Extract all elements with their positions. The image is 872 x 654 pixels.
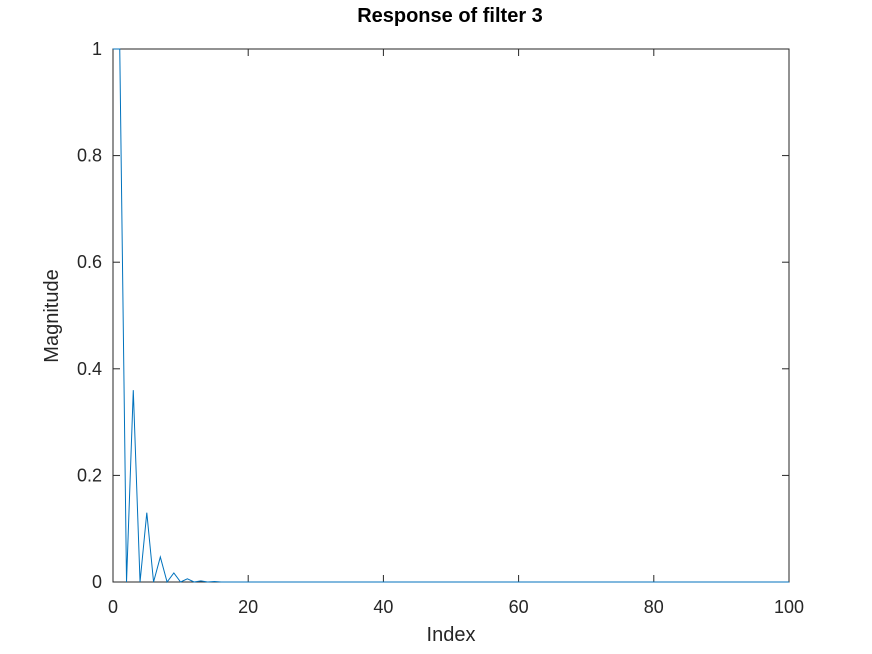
x-tick-label: 60 xyxy=(509,597,529,617)
plot-area xyxy=(112,48,790,583)
y-tick-label: 0.6 xyxy=(77,252,102,272)
y-tick-label: 0 xyxy=(92,572,102,592)
x-tick-label: 100 xyxy=(774,597,804,617)
y-tick-label: 1 xyxy=(92,39,102,59)
y-tick-label: 0.8 xyxy=(77,146,102,166)
axes-frame xyxy=(112,48,790,583)
x-axis: 0 20 40 60 80 100 xyxy=(108,49,804,617)
series-line xyxy=(113,48,789,584)
y-axis-title: Magnitude xyxy=(41,269,63,362)
x-axis-title: Index xyxy=(427,624,476,646)
y-axis: 0 0.2 0.4 0.6 0.8 1 xyxy=(77,39,789,592)
y-tick-label: 0.2 xyxy=(77,465,102,485)
series-layer xyxy=(113,48,789,584)
x-tick-label: 20 xyxy=(238,597,258,617)
x-tick-label: 80 xyxy=(644,597,664,617)
y-tick-label: 0.4 xyxy=(77,359,102,379)
chart-title: Response of filter 3 xyxy=(357,5,543,27)
x-tick-label: 40 xyxy=(373,597,393,617)
x-tick-label: 0 xyxy=(108,597,118,617)
